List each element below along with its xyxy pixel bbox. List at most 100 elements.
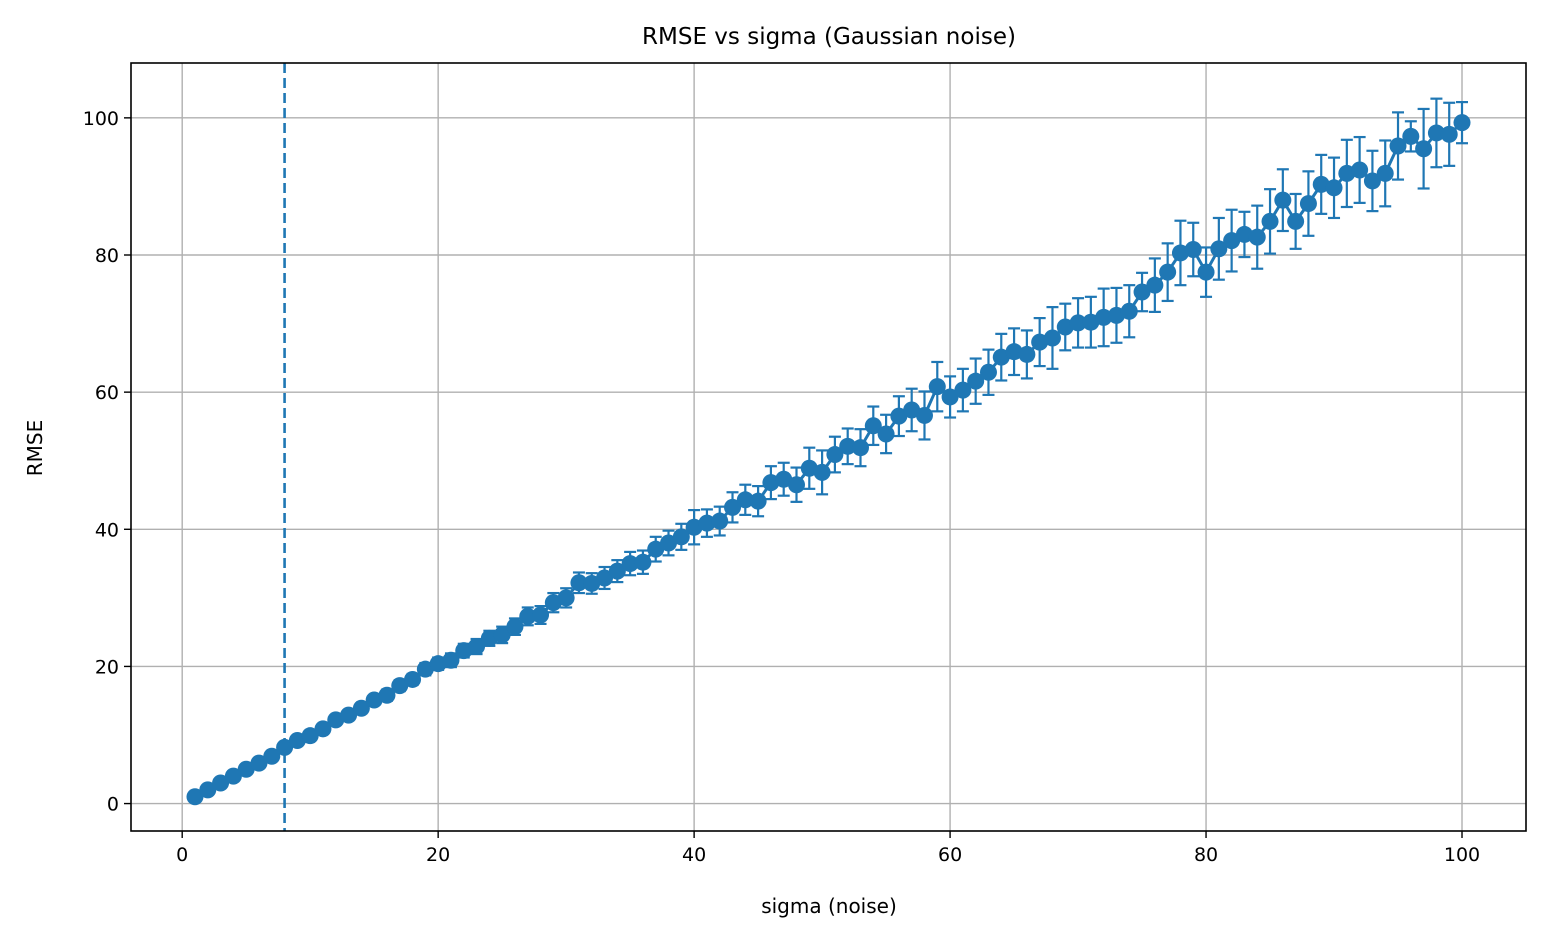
data-point xyxy=(736,491,754,509)
data-point xyxy=(1299,195,1317,213)
y-tick-label: 60 xyxy=(95,382,119,404)
data-point xyxy=(340,706,358,724)
data-point xyxy=(877,425,895,443)
x-tick-label: 60 xyxy=(938,844,962,866)
data-point xyxy=(1376,164,1394,182)
data-point xyxy=(864,417,882,435)
data-point xyxy=(1146,276,1164,294)
data-point xyxy=(762,474,780,492)
data-point xyxy=(237,760,255,778)
data-point xyxy=(1427,124,1445,142)
data-point xyxy=(724,498,742,516)
data-point xyxy=(1171,244,1189,262)
data-point xyxy=(1261,212,1279,230)
y-axis-label: RMSE xyxy=(23,420,47,476)
x-axis-ticks: 0 20 40 60 80 100 xyxy=(176,831,1480,866)
data-point xyxy=(1325,179,1343,197)
x-axis-label: sigma (noise) xyxy=(761,894,897,918)
x-tick-label: 100 xyxy=(1444,844,1480,866)
data-point xyxy=(378,686,396,704)
y-axis-ticks: 0 20 40 60 80 100 xyxy=(83,108,131,816)
data-point xyxy=(672,528,690,546)
plot-frame xyxy=(130,62,1527,832)
data-point xyxy=(199,781,217,799)
data-point xyxy=(557,589,575,607)
data-point xyxy=(442,651,460,669)
data-point xyxy=(660,534,678,552)
data-point xyxy=(1056,318,1074,336)
data-point xyxy=(1031,333,1049,351)
data-point xyxy=(1018,345,1036,363)
data-point xyxy=(992,348,1010,366)
data-point xyxy=(1069,314,1087,332)
data-point xyxy=(1120,302,1138,320)
data-point xyxy=(583,574,601,592)
data-point xyxy=(903,401,921,419)
data-point xyxy=(1287,212,1305,230)
data-point xyxy=(301,727,319,745)
data-point xyxy=(698,514,716,532)
data-point xyxy=(250,754,268,772)
data-point xyxy=(1274,191,1292,209)
grid xyxy=(131,63,1526,831)
data-point xyxy=(519,607,537,625)
data-point xyxy=(1248,228,1266,246)
x-tick-label: 40 xyxy=(682,844,706,866)
data-point xyxy=(1095,308,1113,326)
data-point xyxy=(1453,114,1471,132)
data-point xyxy=(647,540,665,558)
x-tick-label: 0 xyxy=(176,844,188,866)
data-point xyxy=(1184,241,1202,259)
data-point xyxy=(967,372,985,390)
data-point xyxy=(915,406,933,424)
data-point xyxy=(1043,329,1061,347)
data-point xyxy=(493,626,511,644)
data-point xyxy=(941,388,959,406)
data-point xyxy=(314,720,332,738)
data-point xyxy=(480,629,498,647)
data-point xyxy=(276,738,294,756)
data-point xyxy=(928,378,946,396)
data-point xyxy=(890,407,908,425)
data-point xyxy=(391,677,409,695)
data-point xyxy=(1197,263,1215,281)
data-point xyxy=(1402,127,1420,145)
data-point xyxy=(1351,161,1369,179)
data-point xyxy=(954,381,972,399)
data-point xyxy=(634,553,652,571)
data-point xyxy=(1223,232,1241,250)
data-point xyxy=(455,642,473,660)
data-point xyxy=(327,711,345,729)
y-tick-label: 100 xyxy=(83,108,119,130)
data-point xyxy=(352,699,370,717)
data-point xyxy=(1159,263,1177,281)
data-point xyxy=(1133,283,1151,301)
data-point xyxy=(813,463,831,481)
data-point xyxy=(288,731,306,749)
data-point xyxy=(365,691,383,709)
data-point xyxy=(532,606,550,624)
data-point xyxy=(839,437,857,455)
x-tick-label: 20 xyxy=(426,844,450,866)
data-point xyxy=(621,555,639,573)
x-tick-label: 80 xyxy=(1194,844,1218,866)
data-point xyxy=(800,459,818,477)
data-point xyxy=(826,446,844,464)
data-point xyxy=(685,518,703,536)
data-point xyxy=(1363,172,1381,190)
data-point xyxy=(468,638,486,656)
y-tick-label: 20 xyxy=(95,656,119,678)
data-point xyxy=(851,439,869,457)
data-point xyxy=(1338,164,1356,182)
data-point xyxy=(544,594,562,612)
data-point xyxy=(404,670,422,688)
data-point xyxy=(570,574,588,592)
data-point xyxy=(429,655,447,673)
data-point xyxy=(711,512,729,530)
data-point xyxy=(1389,137,1407,155)
data-point xyxy=(1082,313,1100,331)
data-point xyxy=(212,774,230,792)
y-tick-label: 0 xyxy=(107,794,119,816)
